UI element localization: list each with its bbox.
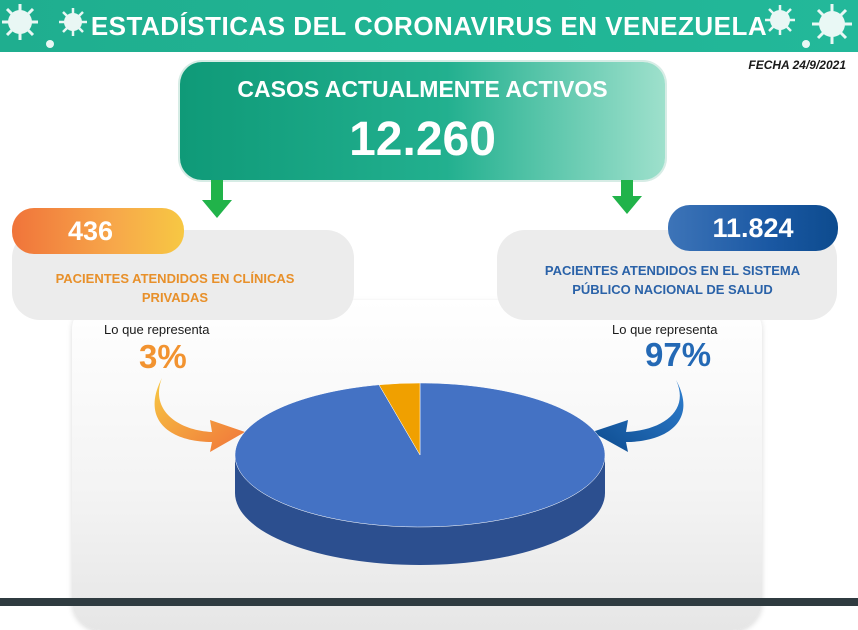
- active-cases-value: 12.260: [349, 113, 496, 166]
- virus-decoration: [0, 0, 858, 606]
- private-represents-label: Lo que representa: [104, 322, 210, 337]
- private-label: PACIENTES ATENDIDOS EN CLÍNICAS PRIVADAS: [30, 269, 320, 307]
- public-represents-label: Lo que representa: [612, 322, 718, 337]
- active-cases-label: CASOS ACTUALMENTE ACTIVOS: [237, 76, 608, 102]
- public-label-line2: PÚBLICO NACIONAL DE SALUD: [572, 282, 773, 297]
- virus-icon: [59, 8, 87, 36]
- pie-slice-private: [378, 382, 421, 456]
- virus-icon: [46, 40, 54, 48]
- curved-arrow-icon: [154, 378, 245, 452]
- header-bar: [0, 0, 858, 52]
- public-percent: 97%: [645, 336, 712, 373]
- public-label: PACIENTES ATENDIDOS EN EL SISTEMA PÚBLIC…: [520, 261, 825, 299]
- virus-icon: [802, 40, 810, 48]
- private-percent: 3%: [139, 338, 187, 375]
- date-label: FECHA 24/9/2021: [748, 58, 846, 72]
- arrows-layer: [154, 180, 684, 452]
- pie-side: [235, 455, 605, 565]
- virus-icon: [765, 5, 795, 35]
- curved-arrow-icon: [592, 380, 684, 452]
- page-title: ESTADÍSTICAS DEL CORONAVIRUS EN VENEZUEL…: [90, 11, 768, 41]
- active-cases-box: CASOS ACTUALMENTE ACTIVOS 12.260: [180, 62, 665, 180]
- footer-bar: [0, 598, 858, 606]
- down-arrow-icon: [202, 180, 232, 218]
- private-label-line2: PRIVADAS: [141, 290, 209, 305]
- down-arrow-icon: [612, 180, 642, 214]
- pie-chart: [234, 382, 606, 565]
- public-label-line1: PACIENTES ATENDIDOS EN EL SISTEMA: [544, 263, 801, 278]
- private-count: 436: [12, 208, 184, 254]
- virus-icon: [2, 4, 38, 40]
- virus-icon: [812, 4, 852, 44]
- public-count: 11.824: [668, 205, 838, 251]
- private-label-line1: PACIENTES ATENDIDOS EN CLÍNICAS: [55, 271, 295, 286]
